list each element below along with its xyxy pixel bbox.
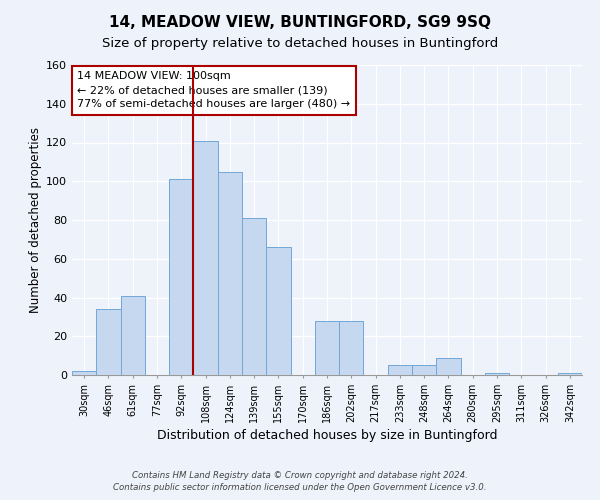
Bar xyxy=(169,180,193,375)
Text: 14, MEADOW VIEW, BUNTINGFORD, SG9 9SQ: 14, MEADOW VIEW, BUNTINGFORD, SG9 9SQ xyxy=(109,15,491,30)
Bar xyxy=(558,373,582,375)
Bar xyxy=(96,309,121,375)
Bar xyxy=(193,140,218,375)
Text: Contains HM Land Registry data © Crown copyright and database right 2024.
Contai: Contains HM Land Registry data © Crown c… xyxy=(113,471,487,492)
Y-axis label: Number of detached properties: Number of detached properties xyxy=(29,127,42,313)
Bar xyxy=(315,321,339,375)
Bar xyxy=(485,373,509,375)
Bar xyxy=(436,358,461,375)
Bar xyxy=(388,366,412,375)
Text: Size of property relative to detached houses in Buntingford: Size of property relative to detached ho… xyxy=(102,38,498,51)
Bar xyxy=(218,172,242,375)
Bar xyxy=(339,321,364,375)
Bar xyxy=(72,371,96,375)
Bar xyxy=(412,366,436,375)
Text: 14 MEADOW VIEW: 100sqm
← 22% of detached houses are smaller (139)
77% of semi-de: 14 MEADOW VIEW: 100sqm ← 22% of detached… xyxy=(77,71,350,109)
X-axis label: Distribution of detached houses by size in Buntingford: Distribution of detached houses by size … xyxy=(157,429,497,442)
Bar xyxy=(121,296,145,375)
Bar xyxy=(242,218,266,375)
Bar xyxy=(266,247,290,375)
